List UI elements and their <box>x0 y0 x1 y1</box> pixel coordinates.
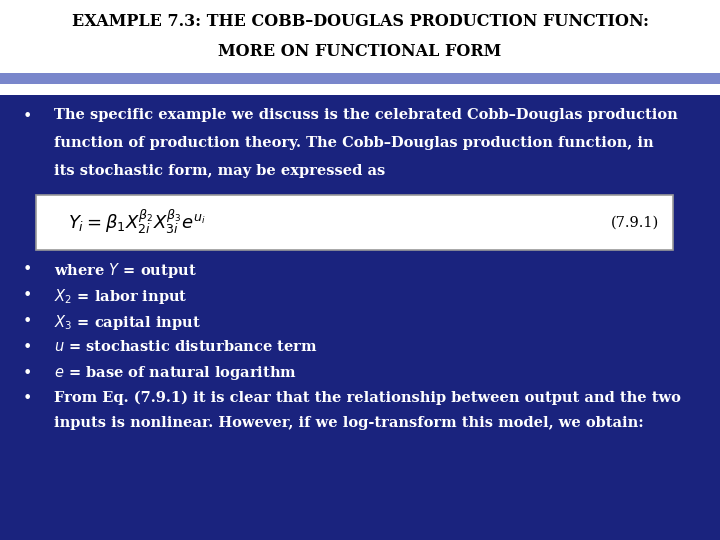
Text: (7.9.1): (7.9.1) <box>611 215 659 230</box>
Text: $Y_i = \beta_1 X_{2i}^{\beta_2} X_{3i}^{\beta_3} e^{u_i}$: $Y_i = \beta_1 X_{2i}^{\beta_2} X_{3i}^{… <box>68 208 206 237</box>
Text: inputs is nonlinear. However, if we log-transform this model, we obtain:: inputs is nonlinear. However, if we log-… <box>54 416 644 430</box>
Text: •: • <box>22 287 32 303</box>
FancyBboxPatch shape <box>36 195 673 250</box>
Text: From Eq. (7.9.1) it is clear that the relationship between output and the two: From Eq. (7.9.1) it is clear that the re… <box>54 390 681 405</box>
Text: EXAMPLE 7.3: THE COBB–DOUGLAS PRODUCTION FUNCTION:: EXAMPLE 7.3: THE COBB–DOUGLAS PRODUCTION… <box>71 13 649 30</box>
Text: •: • <box>22 313 32 329</box>
Text: The specific example we discuss is the celebrated Cobb–Douglas production: The specific example we discuss is the c… <box>54 108 678 122</box>
Text: its stochastic form, may be expressed as: its stochastic form, may be expressed as <box>54 164 385 178</box>
Text: •: • <box>22 339 32 355</box>
Text: $\it{u}$ = stochastic disturbance term: $\it{u}$ = stochastic disturbance term <box>54 339 318 354</box>
Text: $X_2$ = labor input: $X_2$ = labor input <box>54 287 188 306</box>
Text: function of production theory. The Cobb–Douglas production function, in: function of production theory. The Cobb–… <box>54 136 654 150</box>
Bar <box>0 73 720 84</box>
Text: where $\it{Y}$ = output: where $\it{Y}$ = output <box>54 261 197 280</box>
Text: •: • <box>22 364 32 381</box>
Bar <box>0 0 720 94</box>
Text: $\it{e}$ = base of natural logarithm: $\it{e}$ = base of natural logarithm <box>54 364 297 382</box>
Text: MORE ON FUNCTIONAL FORM: MORE ON FUNCTIONAL FORM <box>218 43 502 60</box>
Text: •: • <box>22 390 32 407</box>
Text: •: • <box>22 108 32 125</box>
Text: •: • <box>22 261 32 278</box>
Text: $X_3$ = capital input: $X_3$ = capital input <box>54 313 201 332</box>
